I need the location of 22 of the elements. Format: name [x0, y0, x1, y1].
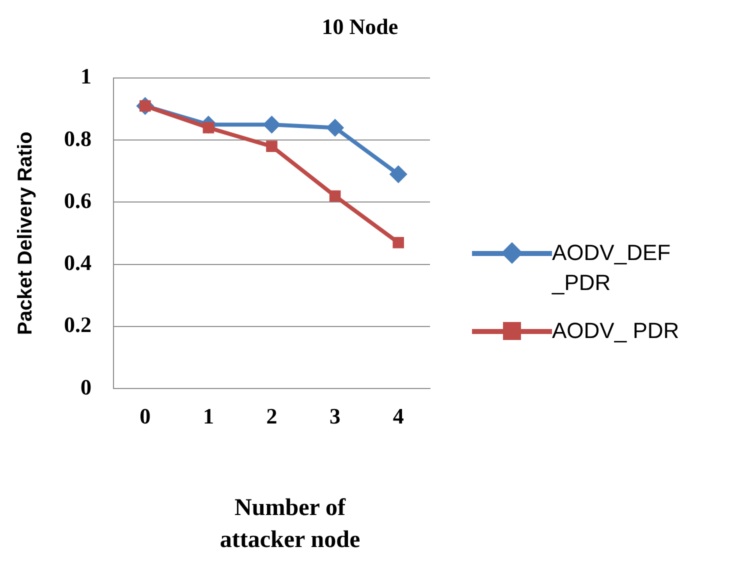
y-tick-label: 0.4: [64, 250, 92, 276]
y-tick-label: 0.8: [64, 126, 92, 151]
y-tick-label: 0.2: [64, 312, 92, 338]
point: [392, 236, 404, 248]
legend-label: AODV_DEF_PDR: [552, 239, 672, 297]
x-tick-label: 2: [266, 403, 278, 428]
point: [262, 116, 281, 134]
x-tick-label: 0: [140, 403, 151, 428]
chart-title: 10 Node: [320, 14, 400, 40]
point: [329, 190, 341, 202]
y-tick-label: 0.6: [64, 188, 92, 213]
x-tick-label: 3: [330, 403, 341, 428]
y-tick-label: 1: [80, 64, 92, 89]
y-axis-title: Packet Delivery Ratio: [14, 132, 37, 336]
point: [326, 118, 344, 137]
y-tick-label: 0: [80, 374, 92, 400]
point: [389, 165, 408, 184]
x-tick-label: 1: [202, 403, 214, 428]
legend-label: AODV_ PDR: [552, 317, 680, 345]
x-tick-label: 4: [392, 403, 404, 428]
x-axis-title: Number of attacker node: [218, 494, 362, 555]
point: [266, 140, 278, 152]
